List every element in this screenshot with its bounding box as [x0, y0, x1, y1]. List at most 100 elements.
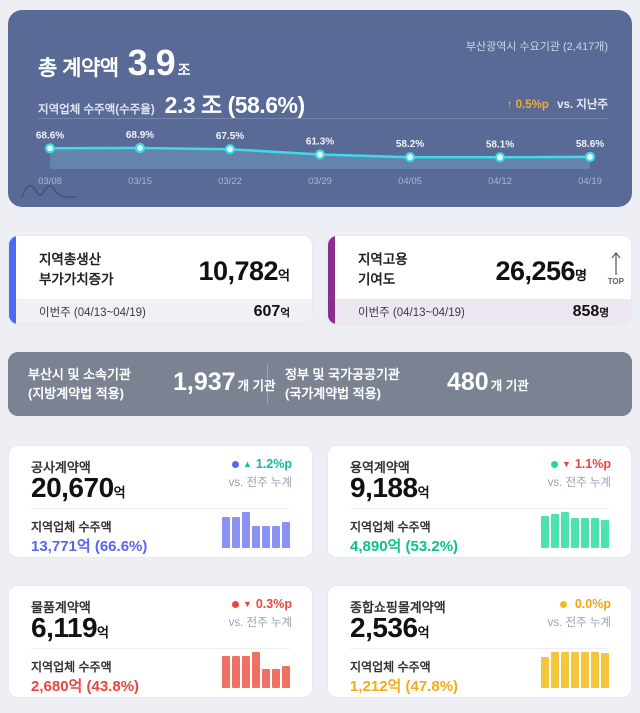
- blue-accent-bar: [9, 236, 16, 324]
- kpi-value-number: 10,782: [198, 256, 279, 286]
- weekly-rate-line-chart: 68.6% 03/08 68.9% 03/15 67.5% 03/22 61.3% 03/29…: [36, 130, 604, 187]
- delta-value: 0.0%p: [574, 597, 611, 611]
- delta-value: 0.3%p: [255, 597, 292, 611]
- mini-bar: [262, 668, 270, 688]
- mini-bar: [262, 525, 270, 548]
- delta-indicator: ▲ 1.2%p vs. 전주 누계: [229, 457, 292, 490]
- weekly-mini-bar-chart: [222, 652, 292, 688]
- wave-icon: [21, 184, 77, 198]
- mini-bar: [272, 668, 280, 688]
- card-value-number: 6,119: [31, 612, 98, 643]
- card-value: 6,119 억: [31, 612, 109, 644]
- kpi-value-unit: 억: [278, 268, 290, 283]
- svg-text:04/19: 04/19: [578, 176, 602, 187]
- card-value-number: 2,536: [350, 612, 418, 643]
- this-week-value: 858명: [573, 303, 609, 321]
- national-agency-unit: 개 기관: [490, 379, 529, 393]
- local-win-label: 지역업체 수주액: [31, 520, 112, 534]
- svg-text:58.1%: 58.1%: [486, 139, 514, 150]
- weekly-mini-bar-chart: [541, 512, 611, 548]
- total-contract-title: 총 계약액 3.9 조: [38, 42, 191, 84]
- up-arrow-icon: ↑: [506, 99, 513, 111]
- mini-bar: [541, 516, 549, 548]
- national-agency-number: 480: [447, 368, 489, 396]
- delta-indicator: ▼ 0.3%p vs. 전주 누계: [229, 597, 292, 630]
- mini-bar: [252, 525, 260, 548]
- kpi-value: 26,256 명: [495, 256, 587, 287]
- demand-agency-count-label: 부산광역시 수요기관 (2,417개): [465, 41, 608, 53]
- card-title: 물품계약액: [31, 600, 91, 615]
- mini-bar: [232, 517, 240, 548]
- kpi-title-line1: 지역총생산: [39, 252, 102, 267]
- mini-bar: [541, 657, 549, 688]
- up-arrow-icon: [611, 251, 621, 275]
- category-dot-icon: [550, 460, 558, 468]
- hero-divider: [38, 118, 608, 119]
- local-win-label: 지역업체 수주액: [350, 660, 431, 674]
- svg-text:58.2%: 58.2%: [396, 139, 424, 150]
- local-win-amount-row: 지역업체 수주액(수주율) 2.3 조 (58.6%): [38, 86, 305, 120]
- national-agency-label: 정부 및 국가공공기관 (국가계약법 적용): [285, 366, 400, 404]
- mini-bar: [561, 512, 569, 548]
- card-value-unit: 억: [97, 625, 109, 640]
- purple-accent-bar: [328, 236, 335, 324]
- svg-text:03/22: 03/22: [218, 176, 242, 187]
- svg-text:67.5%: 67.5%: [216, 131, 244, 142]
- shoppingmall-contract-card: 종합쇼핑몰계약액 2,536 억 0.0%p vs. 전주 누계 지역업체 수주…: [327, 585, 632, 698]
- svg-text:03/08: 03/08: [38, 176, 62, 187]
- weekly-mini-bar-chart: [222, 512, 292, 548]
- kpi-footer-strip: 이번주 (04/13~04/19) 858명: [335, 299, 631, 324]
- card-title: 공사계약액: [31, 460, 91, 475]
- card-value-number: 9,188: [350, 472, 418, 503]
- kpi-value-number: 26,256: [495, 256, 576, 286]
- down-triangle-icon: ▼: [561, 459, 571, 469]
- national-agency-count: 480 개 기관: [447, 368, 529, 397]
- delta-compare-label: vs. 전주 누계: [547, 617, 611, 629]
- svg-text:04/12: 04/12: [488, 176, 512, 187]
- busan-agency-label: 부산시 및 소속기관 (지방계약법 적용): [28, 366, 131, 404]
- mini-bar: [252, 652, 260, 688]
- card-divider: [31, 648, 290, 649]
- delta-compare-label: vs. 전주 누계: [228, 617, 292, 629]
- national-agency-line2: (국가계약법 적용): [285, 385, 381, 401]
- kpi-title-line2: 기여도: [358, 271, 396, 287]
- total-contract-label: 총 계약액: [38, 57, 119, 80]
- delta-indicator: 0.0%p vs. 전주 누계: [548, 597, 611, 630]
- mini-bar: [222, 517, 230, 548]
- mini-bar: [282, 522, 290, 548]
- busan-agency-line2: (지방계약법 적용): [28, 385, 124, 401]
- service-contract-card: 용역계약액 9,188 억 ▼ 1.1%p vs. 전주 누계 지역업체 수주액…: [327, 445, 632, 558]
- delta-compare-label: vs. 전주 누계: [547, 477, 611, 489]
- this-week-label: 이번주 (04/13~04/19): [358, 306, 465, 319]
- mini-bar: [571, 652, 579, 688]
- kpi-title: 지역총생산 부가가치증가: [39, 250, 114, 289]
- kpi-value-unit: 명: [575, 268, 587, 283]
- mini-bar: [551, 513, 559, 548]
- local-win-value: 4,890억 (53.2%): [350, 538, 459, 555]
- svg-text:03/15: 03/15: [128, 176, 152, 187]
- kpi-title-line1: 지역고용: [358, 252, 408, 267]
- weekly-change-indicator: ↑ 0.5%p vs. 지난주: [507, 96, 608, 112]
- mini-bar: [591, 517, 599, 548]
- delta-compare-label: vs. 전주 누계: [228, 477, 292, 489]
- local-win-value: 13,771억 (66.6%): [31, 538, 148, 555]
- card-value: 2,536 억: [350, 612, 430, 644]
- mini-bar: [242, 656, 250, 688]
- regional-employment-card: 지역고용 기여도 26,256 명 TOP 이번주 (04/13~04/19) …: [327, 235, 632, 325]
- card-title: 용역계약액: [350, 460, 410, 475]
- busan-agency-line1: 부산시 및 소속기관: [28, 367, 131, 382]
- this-week-label: 이번주 (04/13~04/19): [39, 306, 146, 319]
- card-divider: [31, 508, 290, 509]
- mini-bar: [591, 652, 599, 688]
- this-week-unit: 명: [599, 306, 609, 319]
- svg-text:68.9%: 68.9%: [126, 130, 154, 141]
- mini-bar: [561, 652, 569, 688]
- weekly-change-value: 0.5%p: [515, 99, 549, 111]
- national-agency-line1: 정부 및 국가공공기관: [285, 367, 400, 382]
- goods-contract-card: 물품계약액 6,119 억 ▼ 0.3%p vs. 전주 누계 지역업체 수주액…: [8, 585, 313, 698]
- mini-bar: [232, 656, 240, 688]
- total-contract-value: 3.9: [127, 42, 176, 83]
- svg-text:04/05: 04/05: [398, 176, 422, 187]
- down-triangle-icon: ▼: [242, 599, 252, 609]
- local-win-label: 지역업체 수주액: [350, 520, 431, 534]
